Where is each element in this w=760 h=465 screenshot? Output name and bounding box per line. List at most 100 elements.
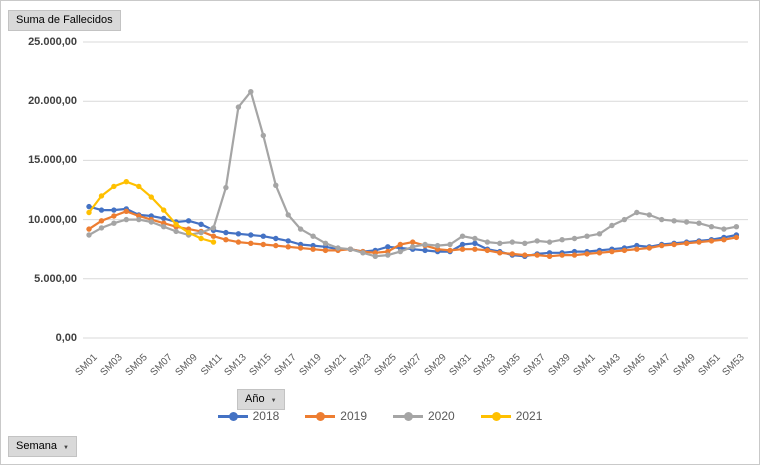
data-point-2020 <box>721 226 727 232</box>
data-point-2019 <box>659 242 665 249</box>
data-point-2018 <box>285 238 291 244</box>
data-point-2019 <box>86 226 92 232</box>
series-2018[interactable] <box>86 203 740 259</box>
legend-marker-icon <box>305 411 336 422</box>
data-point-2020 <box>223 184 229 191</box>
data-point-2019 <box>123 208 129 214</box>
data-point-2019 <box>410 239 416 245</box>
data-point-2018 <box>260 233 266 239</box>
data-point-2019 <box>459 246 466 252</box>
data-point-2018 <box>472 240 478 246</box>
data-point-2020 <box>210 225 217 231</box>
data-point-2020 <box>571 235 578 242</box>
data-point-2020 <box>273 182 279 188</box>
data-point-2021 <box>136 183 142 190</box>
data-point-2019 <box>98 218 105 224</box>
data-point-2020 <box>372 253 378 259</box>
axis-field-label: Semana <box>16 440 57 452</box>
data-point-2021 <box>148 194 154 200</box>
data-point-2019 <box>310 246 316 252</box>
data-point-2020 <box>98 225 105 231</box>
data-point-2020 <box>148 219 154 225</box>
legend-marker-icon <box>393 411 423 422</box>
legend-item-2021[interactable]: 2021 <box>480 409 543 423</box>
y-tick-label: 15.000,00 <box>28 154 77 167</box>
data-point-2020 <box>161 224 167 230</box>
data-point-2019 <box>484 247 491 254</box>
data-point-2019 <box>596 250 603 256</box>
data-point-2019 <box>223 237 229 243</box>
data-point-2020 <box>534 238 540 244</box>
data-point-2020 <box>472 235 478 242</box>
data-point-2019 <box>683 240 690 246</box>
data-point-2019 <box>721 237 727 243</box>
dropdown-arrow-icon: ▼ <box>62 444 69 451</box>
data-point-2019 <box>634 246 640 252</box>
data-point-2020 <box>397 248 403 255</box>
data-point-2019 <box>235 239 242 245</box>
axis-field-button[interactable]: Semana ▼ <box>8 436 77 457</box>
data-point-2018 <box>235 231 242 237</box>
data-point-2019 <box>646 245 652 251</box>
y-tick-label: 5.000,00 <box>34 272 77 285</box>
series-2021[interactable] <box>86 179 217 245</box>
data-point-2019 <box>546 253 553 259</box>
data-point-2020 <box>609 222 615 229</box>
data-point-2020 <box>322 240 329 246</box>
data-point-2020 <box>459 233 466 239</box>
legend-field-button[interactable]: Año ▼ <box>237 389 285 410</box>
data-point-2020 <box>484 239 491 245</box>
data-point-2020 <box>347 246 354 252</box>
legend-field-label: Año <box>245 393 265 405</box>
legend-label: 2020 <box>428 409 455 423</box>
data-point-2021 <box>210 239 217 245</box>
data-point-2020 <box>434 242 441 249</box>
data-point-2019 <box>609 248 615 255</box>
data-point-2018 <box>111 207 117 213</box>
y-tick-label: 10.000,00 <box>28 213 77 226</box>
data-point-2019 <box>297 245 304 251</box>
legend-item-2018[interactable]: 2018 <box>217 409 279 423</box>
data-point-2020 <box>671 218 677 224</box>
data-point-2019 <box>497 250 503 256</box>
y-tick-label: 0,00 <box>55 332 77 344</box>
value-field-button[interactable]: Suma de Fallecidos <box>8 10 121 31</box>
data-point-2020 <box>335 245 341 251</box>
data-point-2019 <box>111 213 117 219</box>
data-point-2019 <box>447 247 453 254</box>
data-point-2020 <box>509 239 515 245</box>
data-point-2020 <box>584 233 590 239</box>
data-point-2021 <box>161 207 167 213</box>
data-point-2018 <box>223 229 229 236</box>
data-point-2018 <box>273 235 279 242</box>
dropdown-arrow-icon: ▼ <box>270 397 277 404</box>
data-point-2020 <box>111 220 117 226</box>
data-point-2019 <box>559 252 565 258</box>
data-point-2021 <box>198 235 204 242</box>
legend-item-2020[interactable]: 2020 <box>393 409 455 423</box>
data-point-2019 <box>210 233 217 239</box>
data-point-2019 <box>273 242 279 249</box>
data-point-2018 <box>86 203 92 210</box>
data-point-2021 <box>123 179 129 185</box>
data-point-2018 <box>459 241 466 248</box>
data-point-2019 <box>397 241 403 248</box>
series-2020[interactable] <box>86 89 740 259</box>
data-point-2018 <box>422 247 428 254</box>
legend-marker-icon <box>217 411 248 422</box>
data-point-2019 <box>584 251 590 257</box>
data-point-2018 <box>185 218 192 224</box>
data-point-2019 <box>509 251 515 257</box>
data-point-2019 <box>571 252 578 258</box>
chart-legend: 2018 2019 2020 2021 <box>1 406 759 426</box>
data-point-2020 <box>248 89 254 95</box>
data-point-2021 <box>86 209 92 216</box>
data-point-2020 <box>310 233 316 239</box>
legend-label: 2021 <box>515 409 543 423</box>
legend-item-2019[interactable]: 2019 <box>305 409 367 423</box>
data-point-2018 <box>385 244 391 250</box>
data-point-2020 <box>422 241 428 248</box>
data-point-2020 <box>696 220 702 226</box>
data-point-2021 <box>98 193 105 199</box>
